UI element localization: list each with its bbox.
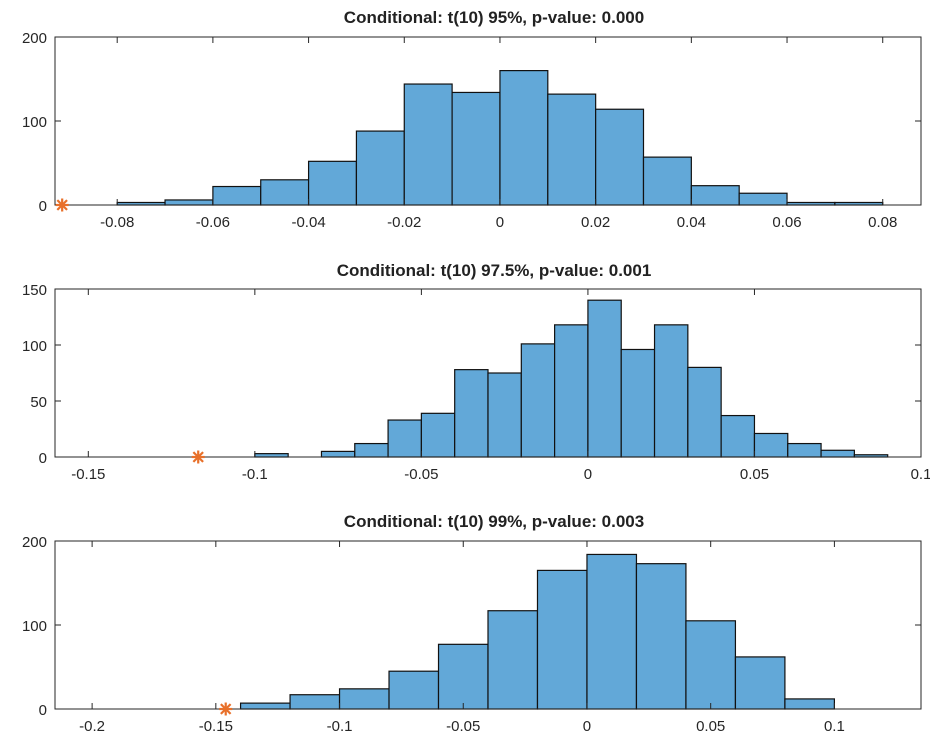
x-tick-label: -0.05 [404, 466, 438, 483]
histogram-bar [595, 108, 645, 206]
ticks-group-2: -0.15 -0.1 -0.05 0 0.05 0.1 0 50 100 150 [22, 282, 930, 483]
x-tick-label: 0.1 [911, 466, 930, 483]
x-tick-label: 0.05 [740, 466, 769, 483]
y-tick-label: 100 [22, 114, 47, 131]
histogram-bar [254, 453, 289, 458]
x-tick-label: 0.04 [677, 214, 706, 231]
histogram-bar [642, 156, 692, 206]
histogram-bar [586, 553, 638, 710]
histogram-bar [787, 442, 822, 458]
histogram-bar [164, 199, 214, 206]
bars-group-3 [239, 553, 836, 710]
histogram-bar [454, 369, 489, 458]
histogram-bar [720, 414, 756, 458]
histogram-bar [320, 450, 356, 458]
histogram-bar [239, 702, 291, 710]
x-tick-label: 0.05 [696, 718, 725, 735]
histogram-bar [387, 419, 422, 458]
histogram-bar [753, 432, 789, 458]
x-tick-label: 0 [496, 214, 504, 231]
x-tick-label: -0.06 [196, 214, 230, 231]
y-tick-label: 200 [22, 30, 47, 47]
histogram-bar [260, 179, 310, 206]
y-tick-label: 100 [22, 338, 47, 355]
chart-panel-2: Conditional: t(10) 97.5%, p-value: 0.001… [22, 261, 930, 483]
histogram-bar [403, 83, 453, 206]
histogram-bar [388, 670, 440, 710]
observed-value-marker [191, 450, 205, 464]
x-tick-label: -0.05 [446, 718, 480, 735]
histogram-bar [635, 563, 687, 710]
x-tick-label: -0.04 [291, 214, 325, 231]
histogram-bar [520, 343, 556, 458]
x-tick-label: 0 [583, 718, 591, 735]
histogram-bar [554, 324, 589, 458]
histogram-bar [451, 91, 501, 206]
ticks-group-3: -0.2 -0.15 -0.1 -0.05 0 0.05 0.1 0 100 200 [22, 534, 921, 735]
x-tick-label: 0 [584, 466, 592, 483]
y-tick-label: 150 [22, 282, 47, 299]
histogram-bar [420, 412, 456, 458]
chart-title-2: Conditional: t(10) 97.5%, p-value: 0.001 [337, 261, 652, 280]
histogram-bar [687, 366, 722, 458]
ticks-group-1: -0.08 -0.06 -0.04 -0.02 0 0.02 0.04 0.06 0.08 0 10… [22, 30, 921, 231]
y-tick-label: 200 [22, 534, 47, 551]
marker-group-2 [191, 450, 205, 464]
histogram-bar [499, 69, 549, 206]
x-tick-label: 0.02 [581, 214, 610, 231]
x-tick-label: -0.15 [71, 466, 105, 483]
chart-panel-1: Conditional: t(10) 95%, p-value: 0.000 -… [22, 8, 922, 231]
y-tick-label: 50 [30, 394, 47, 411]
histogram-bar [738, 192, 788, 206]
histogram-bar [437, 643, 489, 710]
x-tick-label: -0.02 [387, 214, 421, 231]
histogram-bar [547, 93, 597, 206]
histogram-bar [536, 569, 588, 710]
histogram-bar [355, 130, 405, 206]
histogram-bar [587, 299, 622, 458]
y-tick-label: 0 [39, 450, 47, 467]
histogram-bar [212, 185, 262, 206]
histogram-bar [690, 185, 740, 206]
chart-title-1: Conditional: t(10) 95%, p-value: 0.000 [344, 8, 644, 27]
histogram-bar [653, 324, 689, 458]
x-tick-label: -0.2 [79, 718, 105, 735]
y-tick-label: 0 [39, 198, 47, 215]
marker-group-3 [219, 702, 233, 716]
histogram-bar [685, 620, 737, 710]
histogram-bar [354, 442, 389, 458]
y-tick-label: 0 [39, 702, 47, 719]
histogram-bar [307, 160, 358, 206]
histogram-bar [734, 656, 786, 710]
x-tick-label: 0.1 [824, 718, 845, 735]
chart-panel-3: Conditional: t(10) 99%, p-value: 0.003 -… [22, 512, 922, 735]
observed-value-marker [219, 702, 233, 716]
x-tick-label: 0.08 [868, 214, 897, 231]
bars-group-2 [254, 299, 889, 458]
histogram-bar [487, 372, 522, 458]
histogram-bar [784, 698, 836, 710]
y-tick-label: 100 [22, 618, 47, 635]
histogram-bar [487, 610, 539, 710]
chart-title-3: Conditional: t(10) 99%, p-value: 0.003 [344, 512, 644, 531]
histogram-bar [620, 348, 656, 458]
x-tick-label: -0.15 [199, 718, 233, 735]
bars-group-1 [116, 69, 884, 206]
observed-value-marker [55, 198, 69, 212]
axes-frame-2 [54, 288, 922, 458]
x-tick-label: -0.08 [100, 214, 134, 231]
histogram-bar [820, 449, 855, 458]
histogram-bar [289, 694, 341, 710]
x-tick-label: 0.06 [772, 214, 801, 231]
marker-group-1 [55, 198, 69, 212]
histogram-bar [338, 688, 390, 710]
x-tick-label: -0.1 [242, 466, 268, 483]
x-tick-label: -0.1 [327, 718, 353, 735]
